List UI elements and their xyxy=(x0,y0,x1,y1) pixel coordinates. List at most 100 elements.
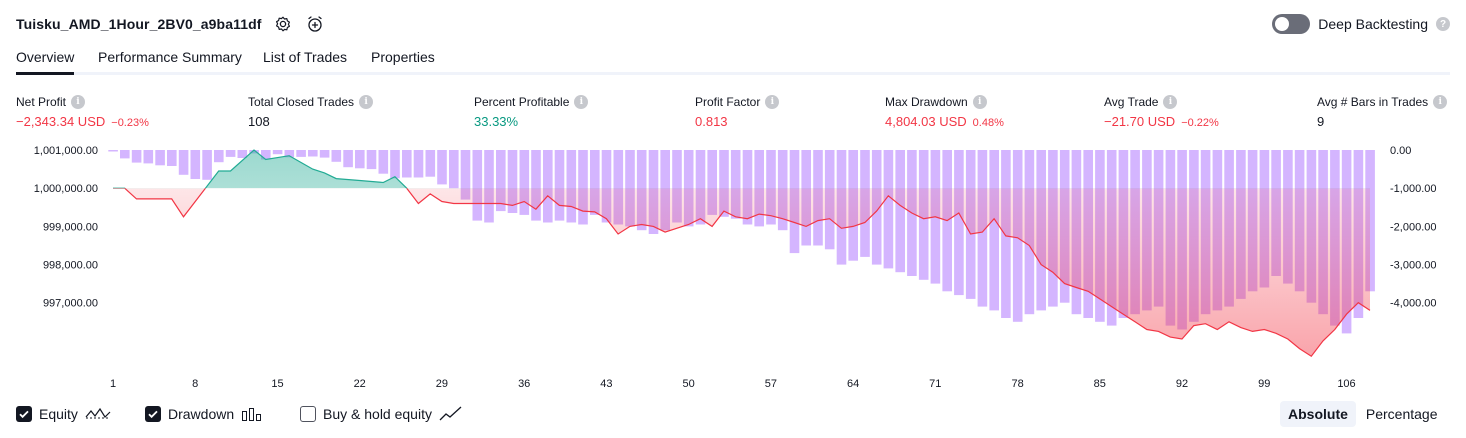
y-left-tick-label: 1,000,000.00 xyxy=(34,183,98,195)
metric-label: Net Profit xyxy=(16,95,67,109)
tab-overview[interactable]: Overview xyxy=(16,49,75,75)
drawdown-bar xyxy=(355,150,365,169)
drawdown-bar xyxy=(695,150,706,225)
metric-label: Percent Profitable xyxy=(474,95,570,109)
drawdown-bar xyxy=(566,150,577,223)
deep-backtesting-control: Deep Backtesting ? xyxy=(1272,12,1450,36)
info-icon[interactable]: i xyxy=(1433,95,1448,109)
metric-avg-trade: Avg Trade i −21.70 USD −0.22% xyxy=(1104,94,1219,130)
drawdown-bar xyxy=(131,150,142,163)
metric-net-profit: Net Profit i −2,343.34 USD −0.23% xyxy=(16,94,149,130)
metric-label: Avg Trade xyxy=(1104,95,1159,109)
tab-bar: Overview Performance Summary List of Tra… xyxy=(16,44,1450,75)
checkmark-icon xyxy=(148,410,158,419)
metric-label: Total Closed Trades xyxy=(248,95,355,109)
y-left-tick-label: 999,000.00 xyxy=(43,221,98,233)
y-right-tick-label: -4,000.00 xyxy=(1390,298,1436,310)
drawdown-bar xyxy=(742,150,753,225)
legend-label: Equity xyxy=(39,406,78,422)
equity-profit-area xyxy=(113,150,1370,189)
drawdown-bar xyxy=(519,150,530,215)
y-right-tick-label: 0.00 xyxy=(1390,145,1411,157)
drawdown-bar xyxy=(343,150,353,168)
percentage-button[interactable]: Percentage xyxy=(1365,406,1438,422)
drawdown-bar xyxy=(554,150,565,221)
drawdown-bar xyxy=(167,150,177,166)
legend-equity[interactable]: Equity xyxy=(16,402,111,426)
drawdown-bars-icon xyxy=(242,408,262,421)
equity-checkbox[interactable] xyxy=(16,406,32,422)
absolute-button[interactable]: Absolute xyxy=(1280,401,1356,427)
drawdown-bar xyxy=(425,150,436,177)
alarm-clock-plus-icon xyxy=(307,16,322,32)
tab-performance-summary[interactable]: Performance Summary xyxy=(98,49,242,65)
drawdown-bar xyxy=(496,150,506,212)
metric-value: 4,804.03 USD xyxy=(885,114,967,129)
drawdown-bar xyxy=(895,150,905,273)
drawdown-bar xyxy=(237,150,248,158)
checkmark-icon xyxy=(19,410,29,419)
buy-hold-checkbox[interactable] xyxy=(300,406,316,422)
legend-label: Drawdown xyxy=(168,406,235,422)
add-alert-button[interactable] xyxy=(304,13,326,35)
x-tick-label: 64 xyxy=(847,378,859,390)
drawdown-bar xyxy=(883,150,894,269)
drawdown-bar xyxy=(413,150,424,178)
x-tick-label: 71 xyxy=(929,378,941,390)
drawdown-bar xyxy=(143,150,154,164)
drawdown-bar xyxy=(954,150,964,296)
x-tick-label: 15 xyxy=(271,378,283,390)
y-right-tick-label: -3,000.00 xyxy=(1390,260,1436,272)
y-axis-right: 0.00 -1,000.00 -2,000.00 -3,000.00 -4,000.00 xyxy=(1390,145,1436,310)
question-icon[interactable]: ? xyxy=(1436,17,1450,31)
metric-value: 0.813 xyxy=(695,114,728,129)
tab-list-of-trades[interactable]: List of Trades xyxy=(263,49,348,65)
info-icon[interactable]: i xyxy=(972,95,987,109)
x-tick-label: 106 xyxy=(1337,378,1355,390)
legend-buy-hold-equity[interactable]: Buy & hold equity xyxy=(300,402,463,426)
info-icon[interactable]: i xyxy=(574,95,589,109)
info-icon[interactable]: i xyxy=(1163,95,1178,109)
drawdown-bar xyxy=(308,150,318,157)
drawdown-bar xyxy=(578,150,588,225)
info-icon[interactable]: i xyxy=(359,95,374,109)
drawdown-bar xyxy=(531,150,541,221)
drawdown-bar xyxy=(707,150,717,215)
settings-button[interactable] xyxy=(272,13,294,35)
info-icon[interactable]: i xyxy=(71,95,86,109)
drawdown-bar xyxy=(437,150,447,185)
metric-percent: −0.23% xyxy=(111,117,149,129)
drawdown-bar xyxy=(989,150,999,311)
drawdown-bar xyxy=(613,150,624,225)
equity-drawdown-chart[interactable]: 1,001,000.00 1,000,000.00 999,000.00 998,00… xyxy=(0,140,1466,396)
drawdown-bar xyxy=(261,150,271,160)
drawdown-bar xyxy=(178,150,189,175)
gear-icon xyxy=(275,16,290,32)
metric-percent: −0.22% xyxy=(1181,117,1219,129)
info-icon[interactable]: i xyxy=(765,95,780,109)
x-tick-label: 43 xyxy=(600,378,612,390)
y-axis-left: 1,001,000.00 1,000,000.00 999,000.00 998,00… xyxy=(34,145,98,310)
x-tick-label: 99 xyxy=(1258,378,1270,390)
drawdown-bar xyxy=(472,150,483,221)
metric-value: 9 xyxy=(1317,114,1325,129)
drawdown-bar xyxy=(272,150,283,155)
drawdown-bar xyxy=(754,150,764,227)
x-tick-label: 1 xyxy=(110,378,116,390)
equity-line xyxy=(113,149,1371,358)
drawdown-bar xyxy=(366,150,377,170)
tab-properties[interactable]: Properties xyxy=(371,49,435,65)
y-right-tick-label: -2,000.00 xyxy=(1390,221,1436,233)
scale-mode-toggle: Absolute Percentage xyxy=(1280,400,1446,428)
drawdown-bar xyxy=(449,150,459,189)
metric-percent: 0.48% xyxy=(972,117,1004,129)
strategy-title: Tuisku_AMD_1Hour_2BV0_a9ba11df xyxy=(16,16,262,32)
toggle-knob xyxy=(1275,17,1290,31)
deep-backtesting-toggle[interactable] xyxy=(1272,14,1311,34)
drawdown-bar xyxy=(120,150,130,159)
drawdown-checkbox[interactable] xyxy=(145,406,161,422)
drawdown-bar xyxy=(155,150,165,166)
drawdown-bar xyxy=(214,150,224,163)
legend-drawdown[interactable]: Drawdown xyxy=(145,402,263,426)
equity-area xyxy=(113,150,1370,357)
